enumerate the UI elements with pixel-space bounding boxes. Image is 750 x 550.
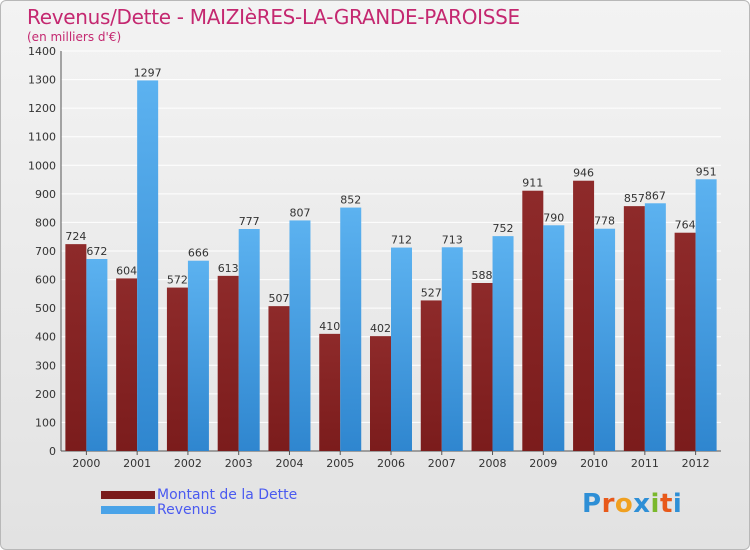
bar-debt — [166, 287, 188, 451]
data-label-debt: 764 — [675, 219, 696, 232]
y-tick-label: 100 — [35, 416, 56, 429]
data-label-revenue: 752 — [493, 222, 514, 235]
data-label-debt: 857 — [624, 192, 645, 205]
y-tick-label: 500 — [35, 302, 56, 315]
y-tick-label: 600 — [35, 274, 56, 287]
logo-letter: x — [633, 489, 651, 519]
data-label-debt: 402 — [370, 322, 391, 335]
bar-revenue — [238, 229, 260, 451]
data-label-debt: 946 — [573, 167, 594, 180]
y-tick-label: 1200 — [28, 102, 56, 115]
bar-revenue — [289, 220, 311, 451]
x-tick-label: 2008 — [479, 457, 507, 470]
x-tick-label: 2000 — [72, 457, 100, 470]
logo-letter: i — [650, 489, 660, 519]
bar-debt — [420, 300, 442, 451]
data-label-revenue: 951 — [696, 165, 717, 178]
bar-revenue — [543, 225, 565, 451]
data-label-debt: 588 — [472, 269, 493, 282]
bar-revenue — [187, 260, 209, 451]
legend-item-revenue: Revenus — [101, 501, 297, 518]
bar-debt — [623, 206, 645, 451]
data-label-revenue: 666 — [188, 247, 209, 260]
legend-swatch-debt — [101, 490, 155, 499]
data-label-revenue: 712 — [391, 234, 412, 247]
x-tick-label: 2012 — [682, 457, 710, 470]
data-label-debt: 507 — [268, 292, 289, 305]
y-tick-label: 800 — [35, 216, 56, 229]
data-label-debt: 613 — [218, 262, 239, 275]
bar-debt — [268, 306, 290, 451]
data-label-debt: 724 — [65, 230, 86, 243]
x-tick-label: 2001 — [123, 457, 151, 470]
bar-revenue — [391, 247, 412, 451]
logo-letter: P — [582, 489, 602, 519]
data-label-revenue: 867 — [645, 189, 666, 202]
data-label-debt: 604 — [116, 264, 137, 277]
y-tick-label: 400 — [35, 331, 56, 344]
data-label-revenue: 790 — [543, 211, 564, 224]
data-label-revenue: 778 — [594, 215, 615, 228]
bar-revenue — [441, 247, 463, 451]
x-tick-label: 2010 — [580, 457, 608, 470]
bar-revenue — [340, 207, 362, 451]
logo-letter: t — [659, 489, 673, 519]
bar-debt — [217, 275, 239, 451]
data-label-revenue: 852 — [340, 194, 361, 207]
legend-label-debt: Montant de la Dette — [157, 486, 298, 503]
data-label-revenue: 672 — [86, 245, 107, 258]
bar-debt — [471, 283, 493, 451]
y-tick-label: 1100 — [28, 131, 56, 144]
y-tick-label: 200 — [35, 388, 56, 401]
bar-debt — [370, 336, 391, 451]
data-label-debt: 572 — [167, 274, 188, 287]
legend-item-debt: Montant de la Dette — [101, 486, 298, 503]
legend-label-revenue: Revenus — [157, 501, 217, 518]
data-label-debt: 410 — [319, 320, 340, 333]
data-label-debt: 527 — [421, 286, 442, 299]
x-tick-label: 2011 — [631, 457, 659, 470]
y-tick-label: 1400 — [28, 45, 56, 58]
bar-revenue — [594, 228, 616, 451]
x-tick-label: 2007 — [428, 457, 456, 470]
bar-debt — [522, 190, 544, 451]
data-label-revenue: 713 — [442, 233, 463, 246]
chart-title: Revenus/Dette - MAIZIèRES-LA-GRANDE-PARO… — [27, 5, 520, 29]
y-tick-label: 0 — [49, 445, 56, 458]
logo-letter: o — [614, 489, 634, 519]
y-tick-label: 1000 — [28, 159, 56, 172]
legend: Montant de la Dette Revenus — [101, 486, 298, 518]
y-tick-label: 700 — [35, 245, 56, 258]
legend-swatch-revenue — [101, 505, 155, 514]
x-tick-label: 2003 — [225, 457, 253, 470]
y-tick-label: 900 — [35, 188, 56, 201]
proxiti-logo: Proxiti — [582, 489, 682, 519]
x-tick-label: 2005 — [326, 457, 354, 470]
x-tick-label: 2002 — [174, 457, 202, 470]
x-tick-label: 2004 — [275, 457, 303, 470]
bar-debt — [319, 333, 341, 451]
bar-debt — [573, 180, 595, 451]
bar-debt — [116, 278, 138, 451]
logo-letter: i — [672, 489, 683, 519]
bar-revenue — [86, 259, 108, 451]
bar-revenue — [695, 179, 717, 452]
x-tick-label: 2006 — [377, 457, 405, 470]
logo-letter: r — [601, 489, 615, 519]
chart-subtitle: (en milliers d'€) — [27, 30, 122, 44]
bar-revenue — [492, 236, 514, 451]
bar-debt — [65, 244, 87, 451]
x-tick-label: 2009 — [529, 457, 557, 470]
data-label-revenue: 807 — [289, 206, 310, 219]
data-label-debt: 911 — [522, 177, 543, 190]
y-tick-label: 1300 — [28, 74, 56, 87]
data-label-revenue: 777 — [239, 215, 260, 228]
bar-debt — [674, 232, 696, 451]
bar-revenue — [137, 80, 159, 451]
y-tick-label: 300 — [35, 359, 56, 372]
bar-revenue — [644, 203, 666, 451]
data-label-revenue: 1297 — [134, 66, 162, 79]
